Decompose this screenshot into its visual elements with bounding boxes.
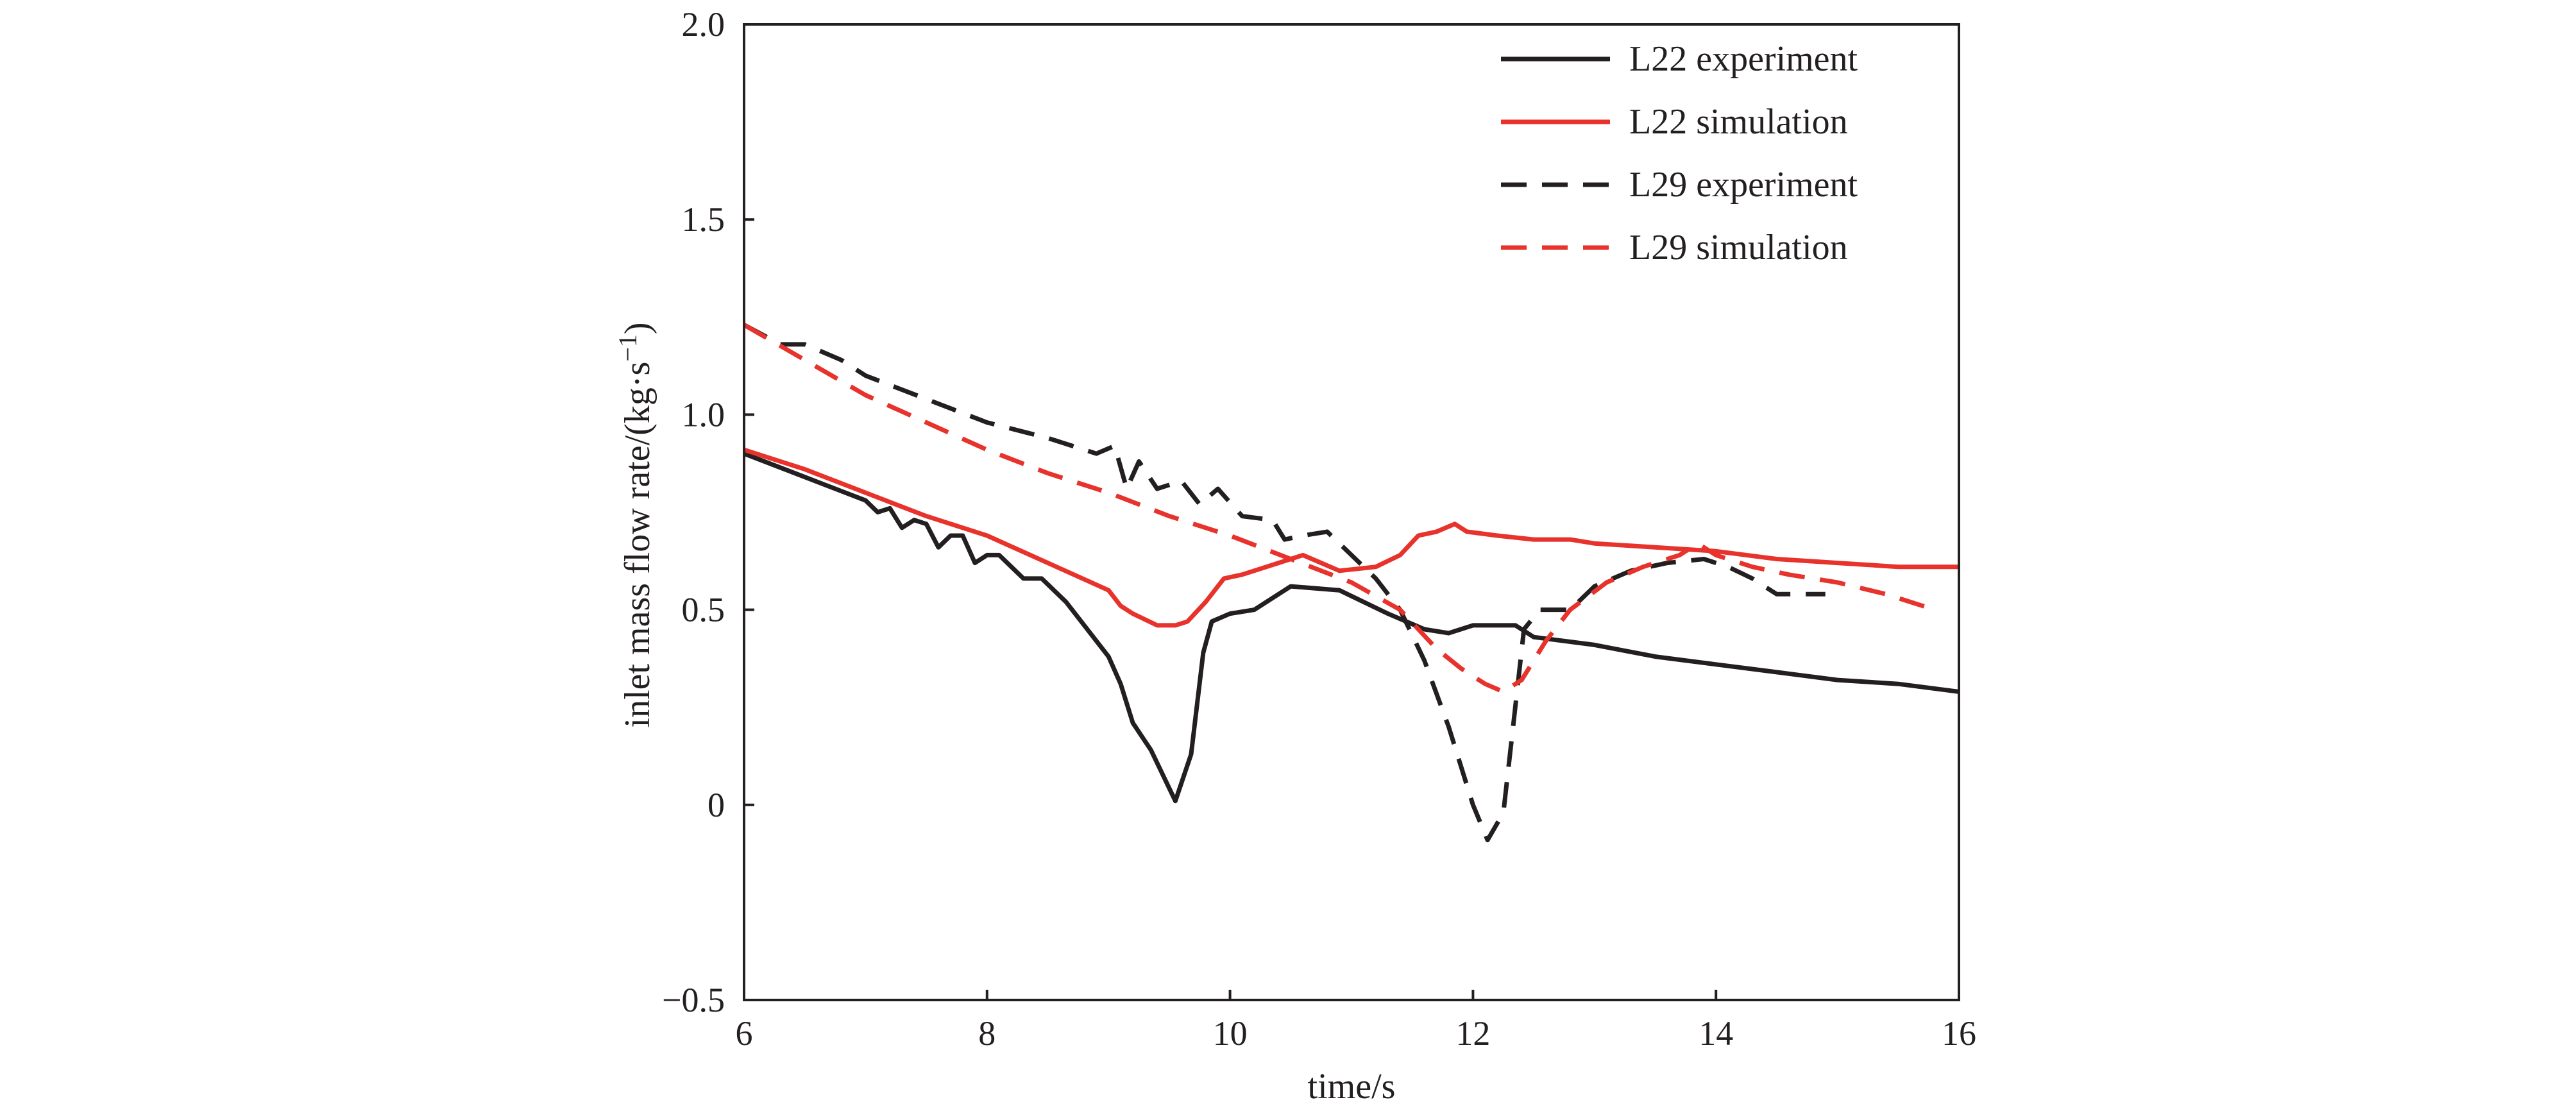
x-tick-label: 10	[1213, 1014, 1248, 1053]
y-tick-label: 1.0	[682, 395, 725, 434]
series-layer	[743, 323, 1960, 843]
y-tick-label: 0.5	[682, 591, 725, 629]
y-axis-label-close: )	[618, 323, 657, 335]
y-axis: −0.5 0 0.5 1.0 1.5 2.0	[662, 5, 754, 1019]
y-tick-label: 1.5	[682, 200, 725, 239]
plot-frame	[743, 23, 1960, 1001]
series-line-l29-simulation	[743, 323, 1936, 694]
legend-label: L29 experiment	[1629, 165, 1858, 205]
series-line-l22-simulation	[743, 447, 1959, 628]
y-tick-label: 0	[708, 786, 725, 824]
x-tick-label: 12	[1455, 1014, 1490, 1053]
y-axis-label-superscript: −1	[613, 334, 642, 362]
series-line-l22-experiment	[743, 451, 1960, 804]
y-tick-label: −0.5	[662, 981, 725, 1019]
y-tick-label: 2.0	[682, 5, 725, 44]
x-tick-label: 8	[978, 1014, 996, 1053]
legend-label: L22 simulation	[1629, 102, 1848, 142]
legend-label: L29 simulation	[1629, 228, 1848, 267]
y-axis-label: inlet mass flow rate/(kg·s−1)	[613, 323, 657, 728]
legend: L22 experiment L22 simulation L29 experime…	[1501, 39, 1858, 267]
x-tick-label: 16	[1942, 1014, 1976, 1053]
x-axis: 6 8 10 12 14 16	[736, 990, 1976, 1053]
legend-label: L22 experiment	[1629, 39, 1858, 79]
x-tick-label: 14	[1699, 1014, 1733, 1053]
y-axis-label-main: inlet mass flow rate/(kg·s	[618, 362, 657, 728]
x-tick-label: 6	[736, 1014, 753, 1053]
x-axis-label: time/s	[1308, 1067, 1396, 1102]
